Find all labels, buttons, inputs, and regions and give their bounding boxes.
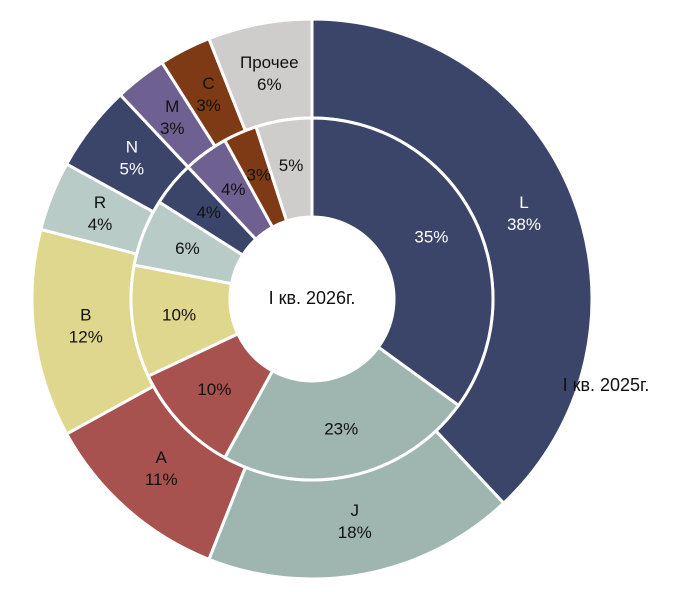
inner-slice-label-6: 4% xyxy=(221,180,246,199)
inner-slice-label-0: 35% xyxy=(414,228,448,247)
outer-slice-label-1: J 18% xyxy=(338,501,372,542)
inner-slice-1 xyxy=(223,345,460,482)
inner-slice-label-1: 23% xyxy=(324,419,358,438)
inner-slice-label-2: 10% xyxy=(197,380,231,399)
outer-slice-label-2: A 11% xyxy=(145,449,178,490)
inner-slice-label-8: 5% xyxy=(279,156,304,175)
inner-slice-8 xyxy=(254,116,314,223)
inner-slice-label-5: 4% xyxy=(196,203,221,222)
slice-labels: L 38% J 18% A 11% B 12% R 4% N 5% M 3% C 3% Прочее 6% 35% 2… xyxy=(69,54,541,543)
outer-slice-label-6: M 3% xyxy=(160,97,185,138)
outer-ring xyxy=(30,17,594,581)
inner-ring-name: I кв. 2026г. xyxy=(269,288,356,308)
inner-slice-label-4: 6% xyxy=(175,239,200,258)
outer-slice-label-5: N 5% xyxy=(120,138,145,179)
inner-slice-0 xyxy=(310,116,495,407)
outer-slice-label-3: B 12% xyxy=(69,306,103,347)
inner-slice-label-7: 3% xyxy=(246,166,271,185)
inner-ring xyxy=(129,116,495,482)
outer-slice-label-7: C 3% xyxy=(196,74,221,115)
outer-slice-label-0: L 38% xyxy=(507,194,541,235)
outer-slice-label-4: R 4% xyxy=(88,194,113,235)
outer-ring-name: I кв. 2025г. xyxy=(563,375,650,395)
outer-slice-label-8: Прочее 6% xyxy=(240,54,299,95)
inner-slice-label-3: 10% xyxy=(162,305,196,324)
